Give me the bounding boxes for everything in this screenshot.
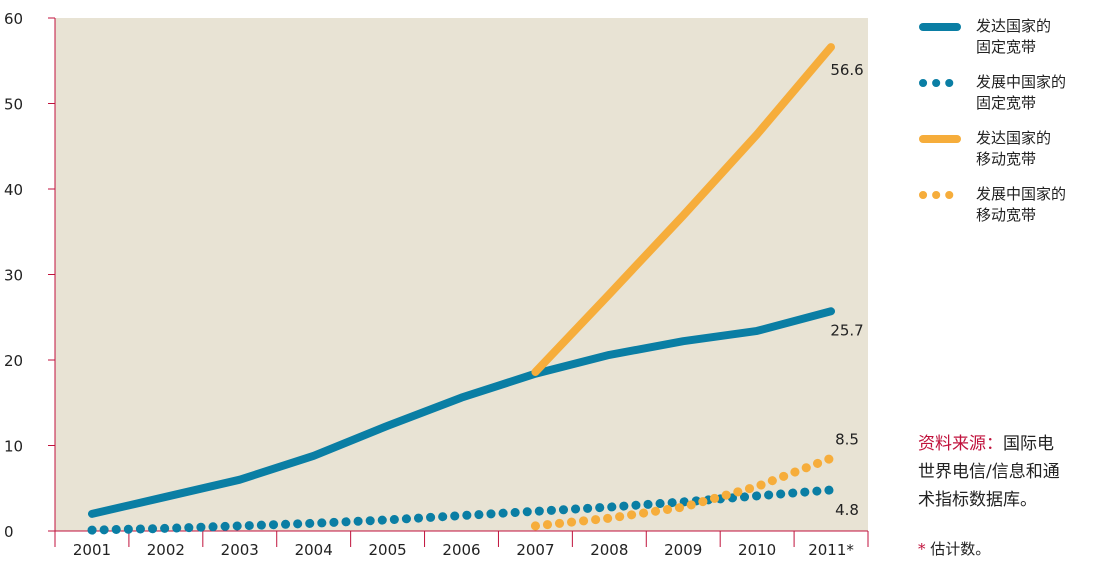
source-label: 资料来源： [918, 434, 1003, 454]
estimate-note: * 估计数。 [918, 538, 990, 559]
series-line-0 [88, 307, 835, 518]
legend-label-line1: 发达国家的 [976, 17, 1052, 35]
end-value-label: 8.5 [835, 430, 859, 448]
legend-swatch-dotted-orange [919, 191, 961, 199]
label-layer: 4.8 8.5 25.7 56.6 [830, 61, 863, 519]
legend-label: 发达国家的 移动宽带 [976, 128, 1104, 170]
y-tick-label: 20 [4, 352, 23, 370]
legend-label: 发展中国家的 移动宽带 [976, 184, 1104, 226]
x-tick-label: 2009 [664, 541, 702, 559]
axes-layer: 0 10 20 30 40 50 60 2001 2002 2003 2004 2005 2006 200… [4, 10, 869, 559]
source-line3: 术指标数据库。 [918, 490, 1037, 510]
source-line2: 世界电信/信息和通 [918, 462, 1060, 482]
legend-label: 发展中国家的 固定宽带 [976, 72, 1104, 114]
y-tick-label: 0 [4, 523, 14, 541]
series-layer [87, 43, 836, 535]
x-tick-label: 2011* [808, 541, 854, 559]
x-tick-label: 2004 [295, 541, 333, 559]
legend-label-line2: 固定宽带 [976, 94, 1037, 112]
legend: 发达国家的 固定宽带 发展中国家的 固定宽带 发达国家的 移动宽带 发展中国家的… [918, 16, 1104, 240]
x-tick-label: 2007 [516, 541, 554, 559]
x-tick-label: 2006 [442, 541, 480, 559]
series-line-1 [87, 485, 836, 535]
legend-swatch-solid-orange [919, 135, 961, 143]
legend-label-line1: 发展中国家的 [976, 185, 1067, 203]
source-note: 资料来源：国际电 世界电信/信息和通 术指标数据库。 [918, 430, 1106, 514]
legend-item-developing-mobile: 发展中国家的 移动宽带 [918, 184, 1104, 240]
x-tick-label: 2008 [590, 541, 628, 559]
x-tick-label: 2003 [221, 541, 259, 559]
series-line-3 [530, 453, 836, 531]
end-value-label: 56.6 [830, 61, 863, 79]
legend-swatch-dotted-blue [919, 79, 961, 87]
legend-label-line2: 固定宽带 [976, 38, 1037, 56]
x-tick-label: 2005 [368, 541, 406, 559]
legend-label-line1: 发展中国家的 [976, 73, 1067, 91]
series-line-2 [531, 43, 835, 376]
y-tick-label: 10 [4, 438, 23, 456]
y-tick-label: 60 [4, 10, 23, 28]
asterisk: * [918, 540, 926, 558]
x-tick-label: 2001 [73, 541, 111, 559]
legend-item-developed-mobile: 发达国家的 移动宽带 [918, 128, 1104, 184]
legend-item-developing-fixed: 发展中国家的 固定宽带 [918, 72, 1104, 128]
legend-item-developed-fixed: 发达国家的 固定宽带 [918, 16, 1104, 72]
y-tick-label: 30 [4, 267, 23, 285]
x-tick-label: 2010 [738, 541, 776, 559]
legend-label-line2: 移动宽带 [976, 206, 1037, 224]
end-value-label: 25.7 [830, 321, 863, 339]
plot-background [55, 18, 868, 531]
legend-swatch-solid-blue [919, 23, 961, 31]
legend-label-line2: 移动宽带 [976, 150, 1037, 168]
y-tick-label: 50 [4, 96, 23, 114]
end-value-label: 4.8 [835, 501, 859, 519]
source-line1: 国际电 [1003, 434, 1054, 454]
chart-svg: 0 10 20 30 40 50 60 2001 2002 2003 2004 2005 2006 200… [4, 10, 869, 559]
legend-label-line1: 发达国家的 [976, 129, 1052, 147]
legend-label: 发达国家的 固定宽带 [976, 16, 1104, 58]
x-tick-label: 2002 [147, 541, 185, 559]
estimate-note-text: 估计数。 [925, 540, 991, 558]
y-tick-label: 40 [4, 181, 23, 199]
